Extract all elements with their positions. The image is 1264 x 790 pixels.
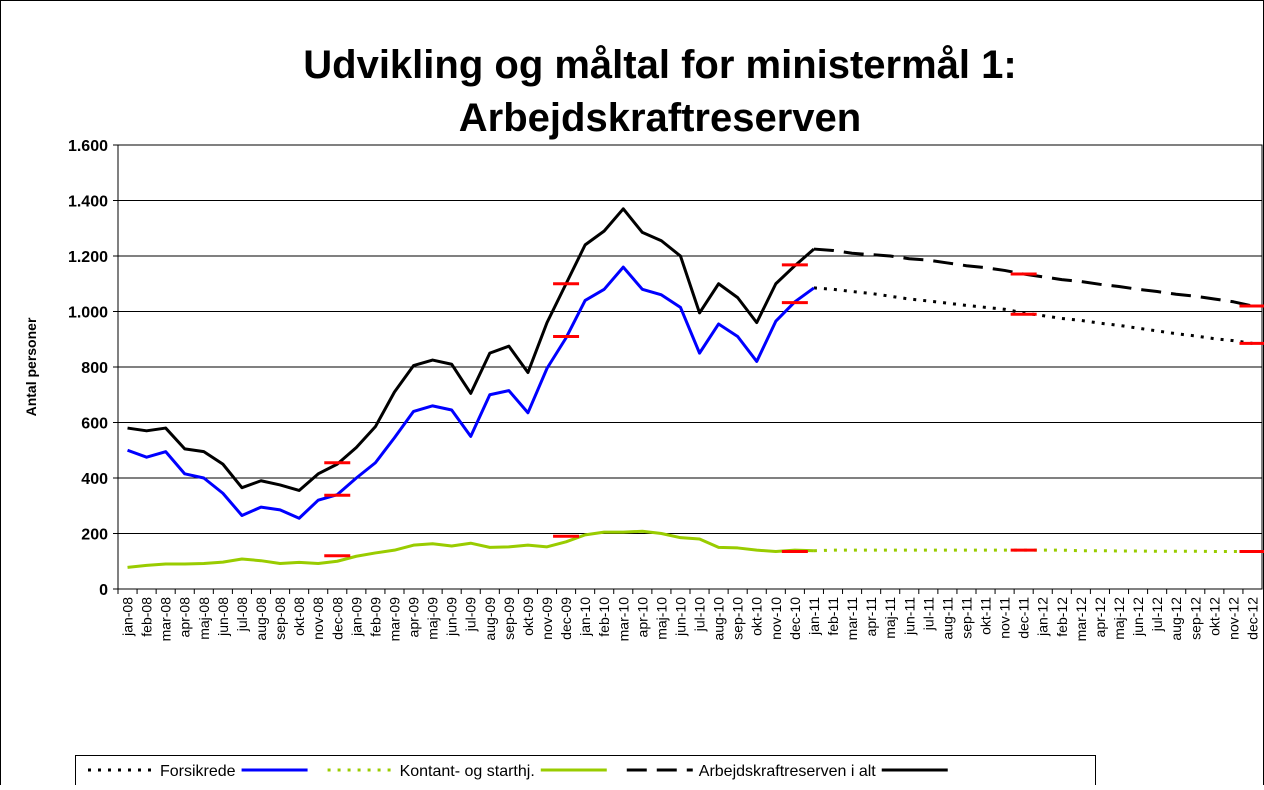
x-tick-label: maj-10 [653,597,669,640]
x-tick-label: jul-11 [920,597,936,631]
x-tick-label: dec-12 [1244,597,1260,640]
x-tick-label: aug-10 [711,597,727,641]
x-tick-label: jun-08 [215,597,231,637]
chart-title: Arbejdskraftreserven [459,96,861,140]
x-tick-label: mar-09 [386,597,402,642]
x-tick-label: nov-08 [310,597,326,640]
x-tick-label: nov-10 [768,597,784,640]
x-tick-label: dec-11 [1016,597,1032,639]
x-tick-label: jan-12 [1035,597,1051,637]
x-tick-label: dec-09 [558,597,574,640]
x-tick-label: mar-12 [1073,597,1089,642]
x-tick-label: nov-12 [1225,597,1241,640]
y-tick-label: 0 [99,582,108,599]
y-axis-label: Antal personer [23,317,39,416]
series-line [127,265,815,520]
x-tick-label: aug-08 [253,597,269,641]
x-tick-label: feb-11 [825,597,841,636]
x-tick-label: feb-12 [1054,597,1070,637]
x-tick-label: mar-11 [844,597,860,641]
x-tick-label: sep-12 [1187,597,1203,640]
x-tick-label: dec-10 [787,597,803,640]
x-tick-label: sep-10 [730,597,746,640]
x-tick-label: okt-10 [749,597,765,636]
y-tick-label: 1.600 [68,138,108,155]
chart-title: Udvikling og måltal for ministermål 1: [303,43,1016,87]
x-tick-label: sep-09 [501,597,517,640]
x-tick-label: jul-08 [234,597,250,632]
x-tick-label: jan-10 [577,597,593,637]
x-tick-label: jul-09 [463,597,479,632]
x-tick-label: apr-09 [406,597,422,638]
y-tick-label: 1.400 [68,194,108,211]
x-tick-label: jan-08 [120,597,136,637]
x-tick-label: feb-08 [139,597,155,637]
x-tick-label: dec-08 [329,597,345,640]
y-tick-label: 1.000 [68,305,108,322]
x-tick-label: apr-08 [177,597,193,638]
x-tick-label: jun-10 [672,597,688,637]
x-tick-label: aug-09 [482,597,498,641]
x-tick-label: okt-09 [520,597,536,636]
x-tick-label: mar-08 [158,597,174,642]
x-tick-label: sep-08 [272,597,288,640]
x-tick-label: nov-11 [997,597,1013,639]
legend-label: Arbejdskraftreserven i alt [699,763,877,780]
legend-label: Forsikrede [160,763,236,780]
series-line [127,529,814,569]
x-tick-label: apr-10 [634,597,650,638]
y-tick-label: 200 [81,527,108,544]
x-tick-label: mar-10 [615,597,631,642]
x-tick-label: feb-09 [367,597,383,637]
x-tick-label: maj-08 [196,597,212,640]
y-tick-label: 800 [81,360,108,377]
x-tick-label: jun-09 [444,597,460,637]
x-tick-label: jan-09 [348,597,364,637]
x-tick-label: okt-11 [978,597,994,635]
x-tick-label: jun-12 [1130,597,1146,637]
x-tick-label: jan-11 [806,597,822,636]
x-tick-label: apr-12 [1092,597,1108,638]
x-tick-label: okt-08 [291,597,307,636]
x-tick-label: jul-10 [692,597,708,632]
legend-label: Kontant- og starthj. [400,763,535,780]
series-line [127,207,815,492]
x-tick-label: jul-12 [1149,597,1165,632]
x-tick-label: aug-12 [1168,597,1184,641]
x-tick-label: aug-11 [939,597,955,640]
x-tick-label: apr-11 [863,597,879,637]
x-tick-label: nov-09 [539,597,555,640]
x-tick-label: maj-12 [1111,597,1127,640]
x-tick-label: okt-12 [1206,597,1222,636]
x-tick-label: maj-09 [425,597,441,640]
y-tick-label: 400 [81,471,108,488]
x-tick-label: sep-11 [958,597,974,639]
y-tick-label: 1.200 [68,249,108,266]
x-tick-label: jun-11 [901,597,917,636]
x-tick-label: feb-10 [596,597,612,637]
legend-box [75,755,1096,790]
x-tick-label: maj-11 [882,597,898,639]
y-tick-label: 600 [81,416,108,433]
